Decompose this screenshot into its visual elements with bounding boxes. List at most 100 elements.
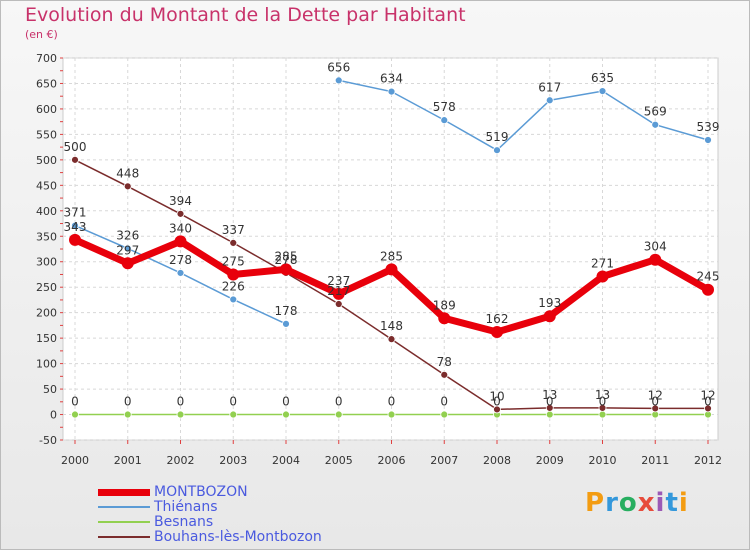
data-point xyxy=(71,155,79,164)
data-label: 0 xyxy=(388,395,396,409)
data-label: 148 xyxy=(380,319,403,333)
data-label: 0 xyxy=(177,395,185,409)
data-label: 226 xyxy=(222,279,245,293)
data-point xyxy=(282,319,290,328)
data-point xyxy=(280,263,292,276)
legend-label: MONTBOZON xyxy=(154,484,248,500)
y-tick-label: 300 xyxy=(36,256,57,269)
y-tick-label: 0 xyxy=(50,409,57,422)
data-label: 343 xyxy=(64,220,87,234)
data-point xyxy=(176,209,185,218)
data-point xyxy=(229,410,238,419)
x-tick-label: 2004 xyxy=(272,454,300,467)
data-point xyxy=(440,116,449,125)
data-label: 10 xyxy=(489,389,504,403)
data-label: 12 xyxy=(648,388,663,402)
y-tick-label: 350 xyxy=(36,230,57,243)
y-tick-label: 500 xyxy=(36,154,57,167)
x-tick-label: 2010 xyxy=(589,454,617,467)
data-label: 217 xyxy=(327,284,350,298)
data-point xyxy=(69,233,81,246)
data-label: 371 xyxy=(64,206,87,220)
x-tick-label: 2012 xyxy=(694,454,722,467)
legend-label: Besnans xyxy=(154,514,214,530)
x-tick-label: 2006 xyxy=(378,454,406,467)
x-tick-label: 2011 xyxy=(641,454,669,467)
data-label: 189 xyxy=(433,298,456,312)
data-point xyxy=(598,410,607,419)
data-point xyxy=(174,235,187,248)
legend-swatch xyxy=(98,488,150,496)
data-label: 656 xyxy=(327,60,350,74)
data-label: 569 xyxy=(644,105,667,119)
legend-item: Bouhans-lès-Montbozon xyxy=(98,529,322,545)
data-label: 578 xyxy=(433,100,456,114)
x-tick-label: 2008 xyxy=(483,454,511,467)
data-label: 0 xyxy=(124,395,132,409)
data-point xyxy=(334,300,343,308)
legend-item: Thiénans xyxy=(98,499,218,515)
data-label: 0 xyxy=(229,395,237,409)
data-point xyxy=(651,120,660,129)
data-point xyxy=(493,405,501,414)
data-label: 285 xyxy=(380,249,403,263)
data-point xyxy=(229,238,238,247)
data-label: 500 xyxy=(64,140,87,154)
data-label: 634 xyxy=(380,72,403,86)
data-label: 237 xyxy=(327,274,350,288)
data-point xyxy=(545,96,554,105)
data-point xyxy=(545,404,554,412)
data-point xyxy=(176,269,185,277)
data-label: 635 xyxy=(591,71,614,85)
data-point xyxy=(332,287,345,300)
y-tick-label: 50 xyxy=(43,383,57,396)
legend-item: Besnans xyxy=(98,514,213,530)
y-tick-label: -50 xyxy=(39,434,57,447)
x-tick-label: 2009 xyxy=(536,454,564,467)
data-label: 394 xyxy=(169,194,192,208)
x-tick-label: 2007 xyxy=(430,454,458,467)
data-point xyxy=(334,76,343,85)
data-point xyxy=(334,410,343,419)
data-label: 245 xyxy=(697,270,720,284)
data-label: 539 xyxy=(697,120,720,134)
data-point xyxy=(282,410,290,419)
data-point xyxy=(123,410,132,419)
data-label: 0 xyxy=(651,395,659,409)
data-point xyxy=(543,310,556,323)
data-label: 448 xyxy=(116,166,139,180)
data-label: 0 xyxy=(546,395,554,409)
y-tick-label: 550 xyxy=(36,128,57,141)
data-label: 13 xyxy=(542,388,557,402)
data-point xyxy=(704,404,712,413)
legend-label: Thiénans xyxy=(154,499,218,515)
chart-title: Evolution du Montant de la Dette par Hab… xyxy=(25,4,466,26)
data-label: 519 xyxy=(486,130,509,144)
data-label: 12 xyxy=(700,388,715,402)
x-tick-label: 2005 xyxy=(325,454,353,467)
data-label: 162 xyxy=(486,312,509,326)
data-point xyxy=(596,270,609,283)
data-point xyxy=(438,312,451,325)
data-label: 297 xyxy=(116,243,139,257)
legend-swatch xyxy=(98,536,150,538)
data-label: 0 xyxy=(440,395,448,409)
data-point xyxy=(385,263,398,276)
data-point xyxy=(176,410,185,419)
data-point xyxy=(649,253,662,266)
data-point xyxy=(387,335,396,344)
y-tick-label: 250 xyxy=(36,281,57,294)
plot-area xyxy=(62,57,719,441)
data-point xyxy=(227,268,240,281)
proxiti-logo: Proxiti xyxy=(585,488,689,518)
data-label: 617 xyxy=(538,80,561,94)
y-tick-label: 700 xyxy=(36,52,57,65)
data-label: 285 xyxy=(275,249,298,263)
data-label: 326 xyxy=(116,228,139,242)
data-label: 271 xyxy=(591,257,614,271)
data-point xyxy=(598,404,607,412)
x-tick-label: 2000 xyxy=(61,454,89,467)
data-label: 304 xyxy=(644,240,667,254)
data-label: 0 xyxy=(282,395,290,409)
data-point xyxy=(702,283,714,296)
